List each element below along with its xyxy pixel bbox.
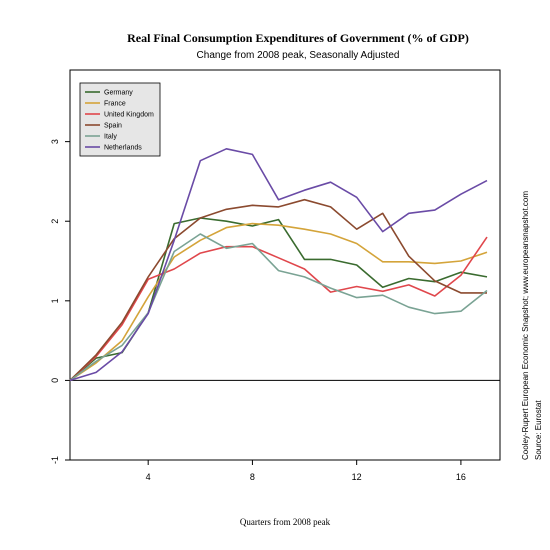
plot-frame: [69, 69, 501, 461]
y-tick-label: 2: [50, 219, 60, 224]
x-tick-label: 8: [250, 472, 255, 482]
series-line-italy: [69, 233, 488, 382]
series-line-united-kingdom: [69, 236, 488, 381]
series-group: [69, 148, 488, 382]
chart-title: Real Final Consumption Expenditures of G…: [127, 31, 469, 45]
y-axis: -1 0 1 2 3: [50, 139, 70, 464]
legend-label: France: [104, 101, 126, 108]
y-tick-label: -1: [50, 456, 60, 464]
x-axis: 4 8 12 16: [146, 460, 466, 482]
credit-note: Cooley-Rupert European Economic Snapshot…: [521, 191, 530, 460]
series-line-netherlands: [69, 148, 488, 382]
legend-label: United Kingdom: [104, 112, 154, 119]
series-line-germany: [69, 217, 488, 382]
legend: Germany France United Kingdom Spain Italy Net…: [79, 82, 161, 157]
legend-label: Netherlands: [104, 145, 142, 152]
x-axis-label: Quarters from 2008 peak: [240, 517, 331, 527]
x-tick-label: 16: [456, 472, 466, 482]
series-line-spain: [69, 198, 487, 381]
series-line-france: [69, 222, 488, 382]
legend-box: [79, 82, 161, 157]
y-tick-label: 1: [50, 298, 60, 303]
y-tick-label: 0: [50, 378, 60, 383]
source-note: Source: Eurostat: [534, 400, 543, 460]
y-tick-label: 3: [50, 139, 60, 144]
legend-label: Germany: [104, 90, 133, 97]
legend-label: Spain: [104, 123, 122, 130]
x-tick-label: 4: [146, 472, 151, 482]
chart-subtitle: Change from 2008 peak, Seasonally Adjust…: [197, 50, 400, 61]
legend-label: Italy: [104, 134, 117, 141]
x-tick-label: 12: [352, 472, 362, 482]
